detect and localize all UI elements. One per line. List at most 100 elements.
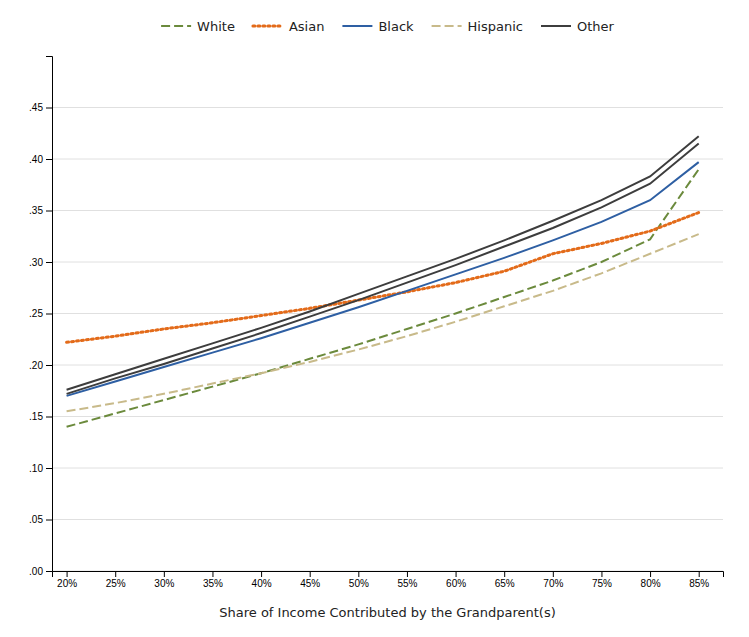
legend-swatch [432,25,462,27]
x-tick-label: 30% [154,578,174,589]
x-tick: 85% [689,571,709,589]
x-tick-label: 85% [689,578,709,589]
x-tick-label: 50% [349,578,369,589]
x-tick: 75% [592,571,612,589]
x-tick-mark [504,571,505,577]
x-tick-mark [67,571,68,577]
x-axis-line [53,572,724,578]
x-tick-label: 35% [203,578,223,589]
y-tick: .15 [29,411,52,422]
legend-label: White [197,19,235,34]
y-tick-mark [46,468,52,469]
x-tick-mark [699,571,700,577]
y-tick: .05 [29,514,52,525]
legend-item: Hispanic [432,19,523,34]
x-tick-label: 60% [446,578,466,589]
x-tick-mark [407,571,408,577]
x-tick-label: 75% [592,578,612,589]
y-tick-mark [46,314,52,315]
legend-label: Other [577,19,615,34]
x-tick-mark [261,571,262,577]
x-tick: 40% [252,571,272,589]
grid-line [52,519,723,520]
legend-label: Asian [289,19,324,34]
grid-line [52,365,723,366]
x-axis: 20% 25% 30% 35% 40% 45% 50% 55% 60% 65% 70% 75% 80% 8… [53,571,724,589]
plot-area [67,136,699,426]
series-line [67,162,699,396]
x-tick-label: 80% [641,578,661,589]
y-tick-label: .10 [29,463,43,474]
grid-line [52,416,723,417]
legend-swatch [342,25,372,27]
grid-line [52,159,723,160]
x-tick-mark [358,571,359,577]
x-tick-mark [650,571,651,577]
legend-swatch [161,25,191,27]
x-tick-label: 45% [300,578,320,589]
y-axis: .00.05.10.15.20.25.30.35.40.45 [29,57,52,577]
x-tick-mark [601,571,602,577]
chart: 20% 25% 30% 35% 40% 45% 50% 55% 60% 65% 70% 75% 80% 8… [0,0,749,637]
y-tick: .20 [29,360,52,371]
legend-item: White [161,19,235,34]
x-tick-mark [115,571,116,577]
x-tick-mark [212,571,213,577]
x-tick: 55% [397,571,417,589]
grid [52,108,723,572]
y-tick-mark [46,365,52,366]
x-tick: 25% [106,571,126,589]
y-tick-mark [46,108,52,109]
y-tick: .35 [29,205,52,216]
series-line [67,234,699,411]
y-tick-label: .45 [29,102,43,113]
grid-line [52,210,723,211]
y-tick-label: .20 [29,360,43,371]
grid-line [52,313,723,314]
x-tick-mark [310,571,311,577]
y-axis-line [46,57,53,572]
y-tick: .10 [29,463,52,474]
y-tick-label: .05 [29,514,43,525]
y-tick-mark [46,159,52,160]
x-tick-label: 25% [106,578,126,589]
grid-line [52,107,723,108]
x-axis-title: Share of Income Contributed by the Grand… [219,605,556,620]
x-tick-label: 55% [397,578,417,589]
x-tick: 50% [349,571,369,589]
x-tick: 30% [154,571,174,589]
y-tick-mark [46,262,52,263]
y-tick: .25 [29,308,52,319]
x-tick: 65% [495,571,515,589]
grid-line [52,468,723,469]
series-line [67,144,699,394]
y-tick: .30 [29,257,52,268]
legend-swatch [541,25,571,27]
x-tick: 45% [300,571,320,589]
legend-item: Black [342,19,414,34]
legend-label: Hispanic [468,19,523,34]
x-tick: 80% [641,571,661,589]
x-tick: 35% [203,571,223,589]
y-tick-label: .35 [29,205,43,216]
x-tick: 60% [446,571,466,589]
x-tick-mark [164,571,165,577]
y-tick-label: .40 [29,154,43,165]
x-tick-label: 65% [495,578,515,589]
x-tick-mark [456,571,457,577]
x-tick-label: 20% [57,578,77,589]
x-tick-mark [553,571,554,577]
x-tick-label: 40% [252,578,272,589]
x-tick: 20% [57,571,77,589]
legend-item: Other [541,19,615,34]
y-tick-mark [46,520,52,521]
legend-label: Black [378,19,414,34]
series-line [67,136,699,389]
legend-item: Asian [253,19,324,34]
x-tick: 70% [543,571,563,589]
y-tick-label: .30 [29,257,43,268]
y-tick-label: .25 [29,308,43,319]
y-tick: .40 [29,154,52,165]
y-tick-mark [46,417,52,418]
x-tick-label: 70% [543,578,563,589]
